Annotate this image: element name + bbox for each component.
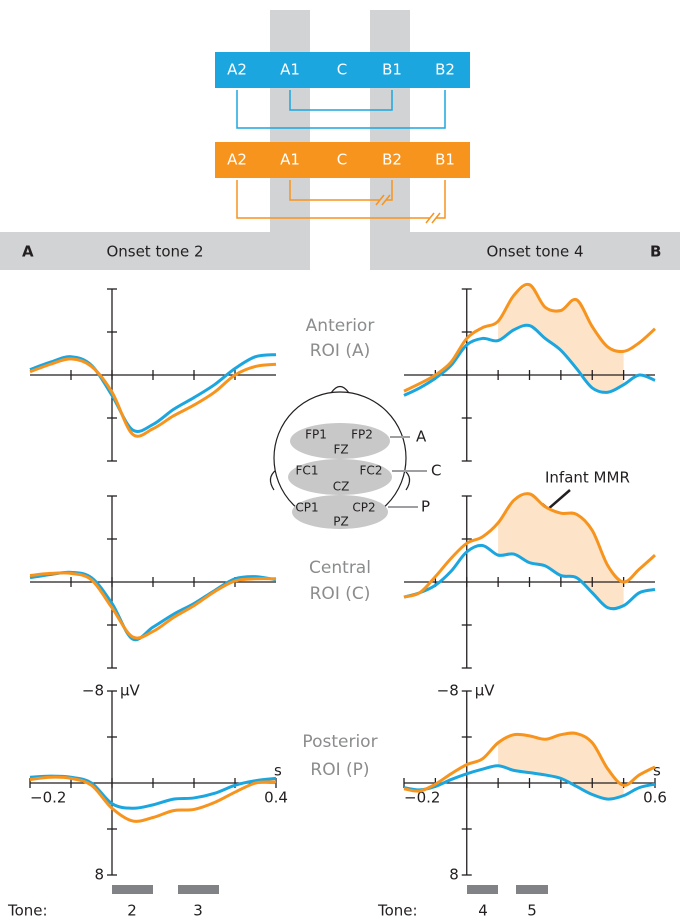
x-axis-label: s [274,762,282,780]
sequence-item: A2 [227,61,247,79]
roi-label: ROI (C) [310,584,371,604]
tone-bar [178,885,219,894]
x-tick-label: −0.2 [30,789,66,807]
x-tick-label: 0.4 [264,789,288,807]
electrode: CP1 [295,501,318,515]
sequence-item: B1 [382,61,402,79]
panel-title: Onset tone 4 [486,243,583,261]
tone-number: 2 [127,902,137,920]
x-axis-label: s [653,762,661,780]
roi-letter: A [416,428,427,446]
electrode: CZ [333,480,350,494]
roi-label: ROI (P) [310,760,369,780]
y-tick-label: −8 [82,682,104,700]
background-bands [0,10,680,270]
electrode: FC2 [360,464,383,478]
annotation: Infant MMR [545,469,630,487]
y-tick-label: −8 [437,682,459,700]
tone-bar [467,885,498,894]
electrode: FP2 [351,428,373,442]
sequence-item: C [337,61,347,79]
panel-letter: B [650,243,661,261]
band [370,10,410,270]
sequence-item: B2 [382,151,402,169]
bracket [237,90,445,128]
roi-label: Posterior [302,732,377,752]
tone-bar [516,885,548,894]
figure: A Onset tone 2 Onset tone 4 B Anterior R… [0,0,680,921]
tone-number: 3 [193,902,203,920]
roi-letter: C [431,462,441,480]
annotation-arrow [547,490,570,510]
chart [30,289,276,461]
electrode: PZ [333,515,348,529]
chart: −0.2 0.4 −8 8 µV s [30,682,288,884]
sequence-item: A1 [280,151,300,169]
electrode: FP1 [305,428,327,442]
panel-letter: A [22,243,34,261]
head [270,387,427,530]
panel-title: Onset tone 2 [106,243,203,261]
tone-number: 5 [527,902,537,920]
difference-area [498,494,624,608]
y-axis-label: µV [475,682,496,700]
roi-label: Central [309,558,371,578]
sequence-item: B2 [435,61,455,79]
chart [404,494,655,668]
tone-bar [112,885,153,894]
erp-line [30,355,276,432]
chart [404,284,655,461]
x-tick-label: 0.6 [643,789,667,807]
sequence-item: B1 [435,151,455,169]
sequence-item: A2 [227,151,247,169]
roi-label: Anterior [306,316,375,336]
roi-label: ROI (A) [310,341,371,361]
tone-label: Tone: [377,902,418,920]
roi-letter: P [421,498,430,516]
chart [30,496,276,668]
y-axis-label: µV [120,682,141,700]
tone-label: Tone: [7,902,48,920]
bracket [237,180,445,223]
tone-number: 4 [478,902,488,920]
y-tick-label: 8 [94,866,104,884]
electrode: FZ [333,443,348,457]
tone-bars [112,885,548,894]
electrode: FC1 [296,464,319,478]
sequence-item: A1 [280,61,300,79]
sequence-item: C [337,151,347,169]
electrode: CP2 [352,501,375,515]
band [270,10,310,270]
y-tick-label: 8 [449,866,459,884]
